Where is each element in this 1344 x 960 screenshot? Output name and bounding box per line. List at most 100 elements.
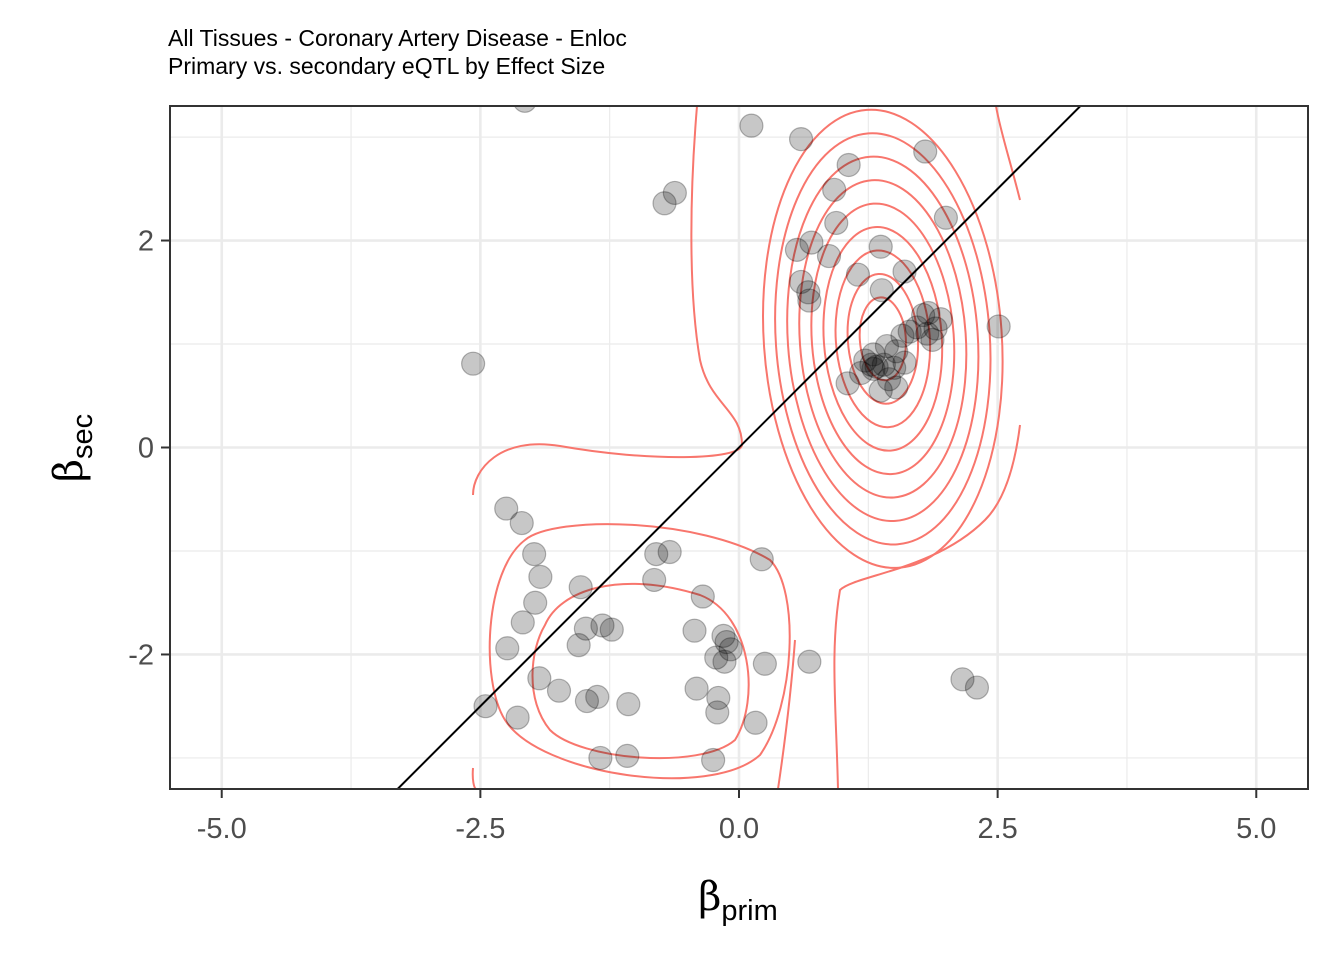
data-point: [890, 323, 915, 348]
x-tick-label: -5.0: [197, 813, 247, 845]
data-points: [461, 106, 1011, 773]
data-point: [574, 688, 600, 714]
data-point: [882, 355, 907, 380]
data-point: [684, 676, 709, 701]
data-point: [711, 623, 736, 648]
data-point: [916, 300, 941, 326]
data-point: [682, 618, 707, 643]
data-point: [884, 375, 909, 400]
x-tick-label: 0.0: [719, 813, 759, 845]
data-point: [568, 575, 593, 600]
data-point: [662, 180, 687, 206]
data-point: [784, 237, 810, 262]
data-point: [495, 636, 520, 661]
y-tick-label: -2: [128, 639, 154, 671]
data-point: [523, 590, 548, 615]
data-point: [616, 692, 641, 717]
data-point: [788, 127, 814, 152]
data-point: [920, 327, 945, 352]
data-point: [869, 278, 894, 303]
y-axis-subscript: sec: [67, 414, 99, 459]
data-point: [585, 684, 610, 709]
x-axis-subscript: prim: [721, 895, 777, 927]
data-point: [868, 378, 893, 403]
contour-line: [488, 523, 791, 780]
data-point: [461, 351, 486, 376]
major-gridlines: [170, 106, 1308, 789]
data-point: [933, 205, 959, 230]
chart-subtitle: Primary vs. secondary eQTL by Effect Siz…: [168, 53, 605, 79]
data-point: [701, 747, 726, 773]
data-point: [874, 333, 900, 359]
data-point: [964, 675, 990, 700]
data-point: [911, 302, 936, 328]
contour-ring: [774, 132, 992, 546]
data-point: [836, 152, 861, 178]
data-point: [816, 243, 842, 269]
contour-ring: [834, 249, 932, 429]
data-point: [588, 745, 613, 771]
data-point: [824, 210, 849, 236]
data-point: [822, 177, 847, 202]
data-point: [718, 637, 743, 662]
data-point: [522, 541, 547, 567]
data-point: [566, 633, 591, 658]
data-point: [923, 316, 948, 341]
data-point: [590, 613, 615, 638]
contour-ring: [858, 296, 907, 382]
data-point: [845, 262, 871, 287]
data-point: [749, 547, 774, 572]
data-point: [712, 649, 737, 674]
data-point: [739, 113, 764, 138]
contour-line: [777, 639, 796, 789]
data-point: [599, 617, 624, 642]
data-point: [704, 645, 729, 670]
y-axis-title: βsec: [46, 414, 99, 482]
data-point: [505, 705, 530, 730]
data-point: [913, 139, 938, 164]
data-point: [904, 315, 930, 340]
x-tick-label: 2.5: [977, 813, 1017, 845]
density-peak-rings: [762, 108, 1004, 569]
y-axis: -2 0 2: [128, 226, 170, 671]
data-point: [510, 610, 535, 635]
data-point: [705, 700, 730, 725]
data-point: [797, 649, 822, 674]
y-tick-label: 2: [138, 226, 154, 258]
data-point: [573, 616, 598, 641]
data-point: [788, 269, 814, 295]
data-point: [527, 666, 552, 691]
data-point: [950, 667, 975, 692]
data-point: [752, 651, 777, 676]
x-axis-title: βprim: [698, 874, 778, 927]
data-point: [835, 371, 860, 396]
contour-ring: [786, 155, 980, 523]
contour-line: [995, 106, 1021, 201]
contour-ring: [810, 202, 956, 476]
data-point: [876, 367, 902, 392]
contour-ring: [762, 108, 1004, 569]
contour-line: [833, 424, 1021, 789]
data-point: [799, 230, 824, 255]
data-point: [848, 360, 874, 386]
data-point: [546, 678, 572, 703]
data-point: [494, 496, 519, 521]
data-point: [743, 710, 768, 735]
data-point: [657, 539, 682, 565]
contour-line: [531, 582, 750, 760]
data-point: [615, 743, 640, 768]
chart-title: All Tissues - Coronary Artery Disease - …: [168, 25, 627, 51]
data-point: [513, 106, 536, 113]
data-point: [868, 234, 893, 259]
y-axis-symbol: β: [46, 459, 92, 482]
contour-ring: [846, 272, 920, 405]
data-point: [861, 342, 886, 367]
data-point: [853, 348, 878, 373]
data-point: [915, 321, 940, 346]
data-point: [884, 339, 909, 364]
data-point: [797, 288, 822, 313]
data-point: [644, 541, 669, 567]
data-point: [473, 694, 498, 719]
data-point: [642, 567, 667, 593]
